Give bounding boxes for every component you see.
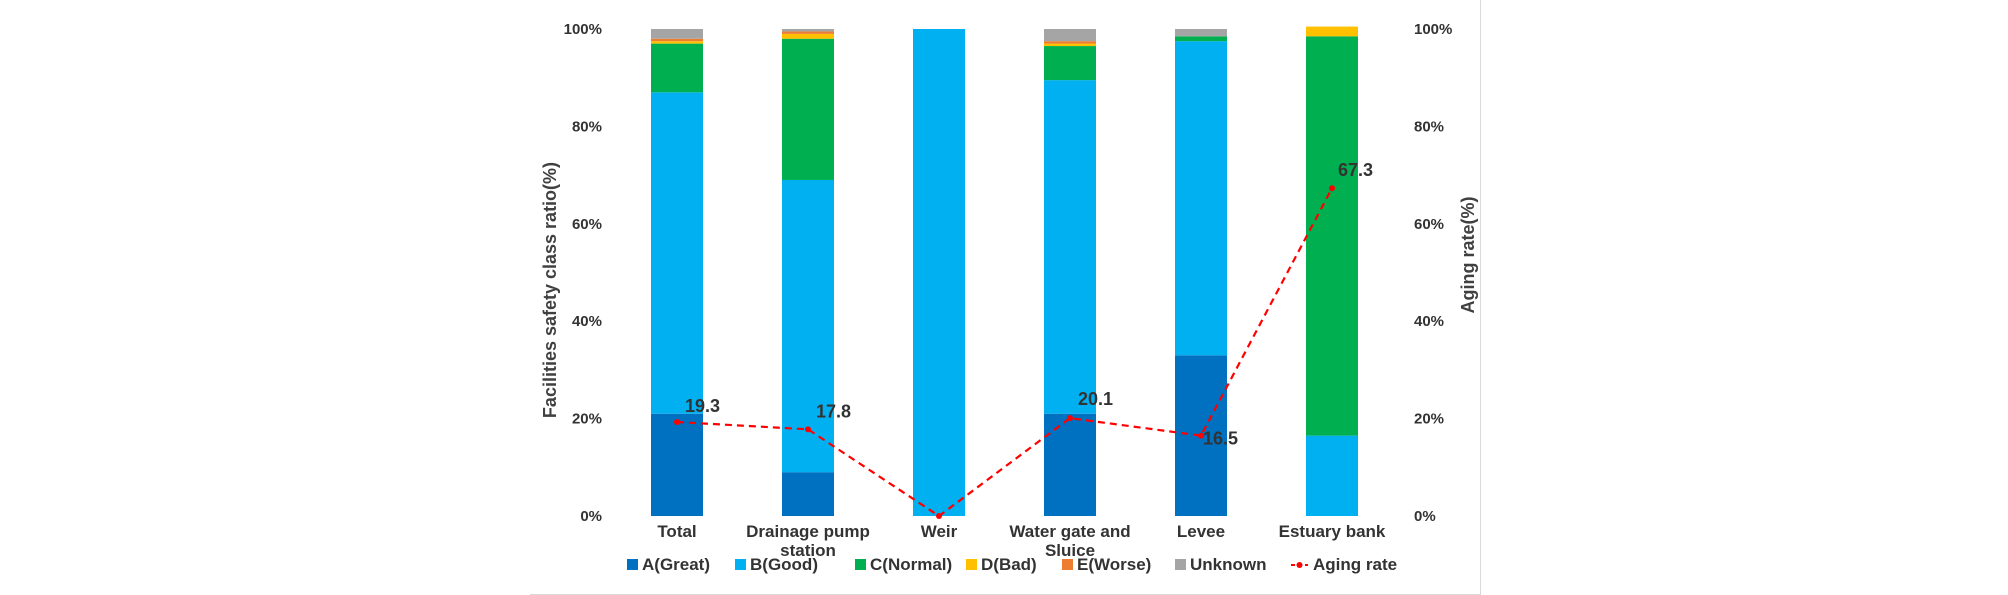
bar-segment [1044,413,1096,516]
right-tick-label: 20% [1414,411,1444,428]
category-label: Estuary bank [1279,522,1386,541]
legend: A(Great) B(Good) C(Normal) D(Bad) E(Worse) Un… [627,555,1397,574]
bar-segment [651,92,703,414]
bar-segment [782,38,834,180]
bar-segment [651,38,703,42]
bar-segment [1044,43,1096,47]
aging-rate-point [936,513,942,519]
aging-rate-point [805,426,811,433]
bar-segment [1306,36,1358,436]
legend-item: Aging rate [1313,555,1397,574]
aging-rate-data-label: 19.3 [685,396,720,416]
left-axis-title: Facilities safety class ratio(%) [540,162,560,418]
bar-segment [651,29,703,39]
aging-rate-point [674,419,680,426]
legend-item: B(Good) [750,555,818,574]
bar-segment [782,179,834,473]
category-label: Levee [1177,522,1225,541]
right-tick-label: 60% [1414,216,1444,233]
aging-rate-series-line [676,187,1333,518]
legend-item: Unknown [1190,555,1267,574]
left-tick-label: 0% [580,508,602,525]
category-label: Drainage pump [746,522,870,541]
right-axis-title: Aging rate(%) [1458,196,1478,313]
bar-segment [782,29,834,32]
bar-segment [651,413,703,516]
left-tick-label: 80% [572,118,602,135]
aging-rate-point [1067,415,1073,422]
aging-rate-point [1329,185,1335,192]
category-label: Water gate and [1009,522,1130,541]
right-tick-label: 100% [1414,21,1452,38]
bar-segment [782,31,834,34]
bar-segment [1306,26,1358,37]
left-tick-label: 60% [572,216,602,233]
legend-item: E(Worse) [1077,555,1151,574]
bar-segment [1175,41,1227,356]
category-label: Total [657,522,696,541]
legend-swatch [627,559,638,570]
legend-swatch [1175,559,1186,570]
bar-segment [1175,36,1227,42]
legend-line-marker [1296,562,1303,568]
left-tick-label: 40% [572,313,602,330]
category-label: station [780,541,836,560]
bar-segment [1044,46,1096,81]
left-axis-ticks: 0% 20% 40% 60% 80% 100% [564,21,602,525]
legend-swatch [1062,559,1073,570]
bar-segment [913,29,965,516]
aging-rate-data-label: 20.1 [1078,389,1113,409]
right-tick-label: 0% [1414,508,1436,525]
bar-segment [1175,29,1227,37]
category-label: Weir [921,522,958,541]
legend-swatch [855,559,866,570]
bar-segment [651,41,703,44]
right-tick-label: 40% [1414,313,1444,330]
category-label: Sluice [1045,541,1095,560]
bar-segment [1306,435,1358,516]
right-tick-label: 80% [1414,118,1444,135]
legend-item: A(Great) [642,555,710,574]
aging-rate-data-label: 17.8 [816,401,851,421]
bar-segment [651,43,703,93]
legend-swatch [735,559,746,570]
legend-swatch [966,559,977,570]
aging-rate-data-label: 67.3 [1338,160,1373,180]
left-tick-label: 100% [564,21,602,38]
bar-segment [1044,29,1096,42]
left-tick-label: 20% [572,411,602,428]
legend-item: C(Normal) [870,555,952,574]
bar-segment [782,33,834,39]
bar-segment [782,472,834,516]
right-axis-ticks: 0% 20% 40% 60% 80% 100% [1414,21,1452,525]
bar-segment [1044,80,1096,414]
bars [651,26,1358,516]
aging-rate-data-label: 16.5 [1203,429,1238,449]
legend-item: D(Bad) [981,555,1037,574]
bar-segment [1044,41,1096,44]
aging-rate-point [1198,432,1204,439]
aging-rate-line: 19.3 17.8 20.1 16.5 67.3 [674,160,1373,519]
